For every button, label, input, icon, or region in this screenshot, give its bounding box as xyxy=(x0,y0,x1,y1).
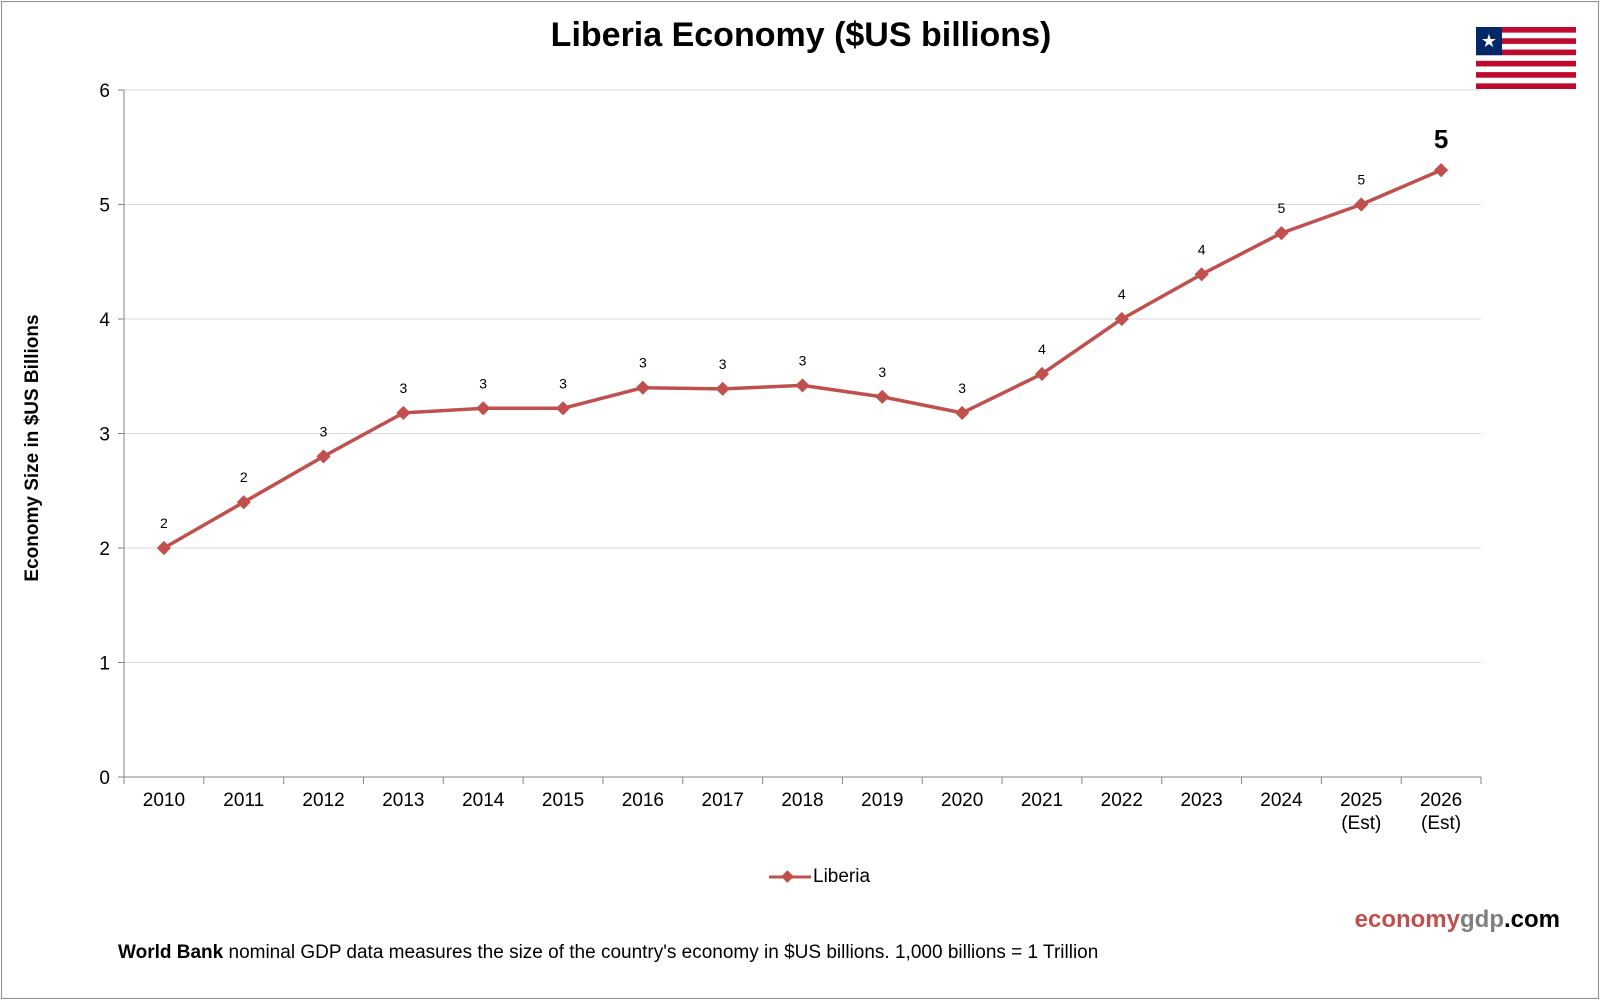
flag-stripe xyxy=(1476,72,1576,78)
data-point xyxy=(955,405,970,420)
legend-label: Liberia xyxy=(813,866,871,887)
x-tick-label: 2022 xyxy=(1101,790,1143,811)
x-tick-label: 2023 xyxy=(1180,790,1222,811)
data-label: 3 xyxy=(559,375,567,391)
y-tick-label: 4 xyxy=(99,310,110,331)
x-tick-label: 2010 xyxy=(143,790,185,811)
footnote-text: nominal GDP data measures the size of th… xyxy=(223,942,1099,963)
data-point xyxy=(396,405,411,420)
data-label: 3 xyxy=(639,355,647,371)
x-tick-label: 2012 xyxy=(302,790,344,811)
legend: Liberia xyxy=(769,866,870,888)
data-point xyxy=(1434,163,1449,178)
data-label: 4 xyxy=(1198,241,1206,257)
data-label: 3 xyxy=(320,423,328,439)
data-point xyxy=(555,401,571,416)
data-label: 5 xyxy=(1278,200,1286,216)
x-tick-label: 2021 xyxy=(1021,790,1063,811)
chart-title: Liberia Economy ($US billions) xyxy=(550,16,1052,54)
brand-part-com: .com xyxy=(1503,906,1560,933)
flag-stripe xyxy=(1476,83,1576,89)
x-tick-label: 2025 xyxy=(1340,790,1382,811)
data-label: 3 xyxy=(799,352,807,368)
liberia-flag-icon: ★ xyxy=(1476,27,1576,89)
site-brand: economygdp.com xyxy=(1355,906,1560,934)
data-label: 2 xyxy=(160,515,168,531)
flag-stripe xyxy=(1476,49,1576,56)
brand-part-gdp: gdp xyxy=(1460,906,1504,933)
data-point xyxy=(316,449,331,464)
flag-stripe xyxy=(1476,60,1576,67)
data-point xyxy=(1274,226,1289,241)
data-point xyxy=(236,495,251,510)
data-label: 5 xyxy=(1357,172,1365,188)
y-tick-label: 3 xyxy=(99,425,110,446)
x-tick-label: (Est) xyxy=(1341,813,1381,834)
x-tick-label: 2011 xyxy=(223,790,264,811)
data-label: 2 xyxy=(240,469,248,485)
data-label: 5 xyxy=(1434,124,1448,154)
x-tick-label: 2014 xyxy=(462,790,505,811)
flag-star-icon: ★ xyxy=(1481,31,1497,52)
data-label: 3 xyxy=(719,356,727,372)
data-point xyxy=(1114,311,1129,327)
x-tick-label: 2018 xyxy=(781,790,823,811)
y-tick-label: 0 xyxy=(99,768,110,789)
flag-stripe xyxy=(1476,27,1576,33)
footnote-source: World Bank xyxy=(118,942,224,963)
data-point xyxy=(795,378,810,393)
data-point xyxy=(1194,267,1209,282)
x-tick-label: 2020 xyxy=(941,790,983,811)
data-label: 4 xyxy=(1038,341,1046,357)
data-point xyxy=(476,401,491,416)
x-tick-label: 2013 xyxy=(382,790,424,811)
data-point xyxy=(635,380,650,395)
y-tick-label: 5 xyxy=(99,196,110,217)
data-label: 3 xyxy=(958,380,966,396)
data-point xyxy=(1034,366,1050,382)
data-point xyxy=(1354,197,1369,212)
data-point xyxy=(875,389,890,404)
y-tick-label: 6 xyxy=(99,81,110,102)
x-tick-label: (Est) xyxy=(1421,813,1461,834)
data-label: 3 xyxy=(479,375,487,391)
data-point xyxy=(715,381,730,396)
x-tick-label: 2024 xyxy=(1260,790,1303,811)
data-point xyxy=(156,540,171,556)
y-tick-label: 2 xyxy=(99,539,110,560)
flag-canton xyxy=(1476,27,1502,56)
data-label: 3 xyxy=(878,364,886,380)
data-label: 3 xyxy=(399,380,407,396)
flag-stripe xyxy=(1476,38,1576,44)
x-tick-label: 2017 xyxy=(702,790,744,811)
y-tick-label: 1 xyxy=(99,654,110,675)
x-tick-label: 2026 xyxy=(1420,790,1462,811)
brand-part-economy: economy xyxy=(1354,906,1460,933)
x-tick-label: 2019 xyxy=(861,790,903,811)
legend-marker-icon xyxy=(769,870,811,883)
x-tick-label: 2016 xyxy=(622,790,664,811)
data-label: 4 xyxy=(1118,286,1126,302)
x-tick-label: 2015 xyxy=(542,790,584,811)
footnote: World Bank nominal GDP data measures the… xyxy=(118,942,1098,964)
